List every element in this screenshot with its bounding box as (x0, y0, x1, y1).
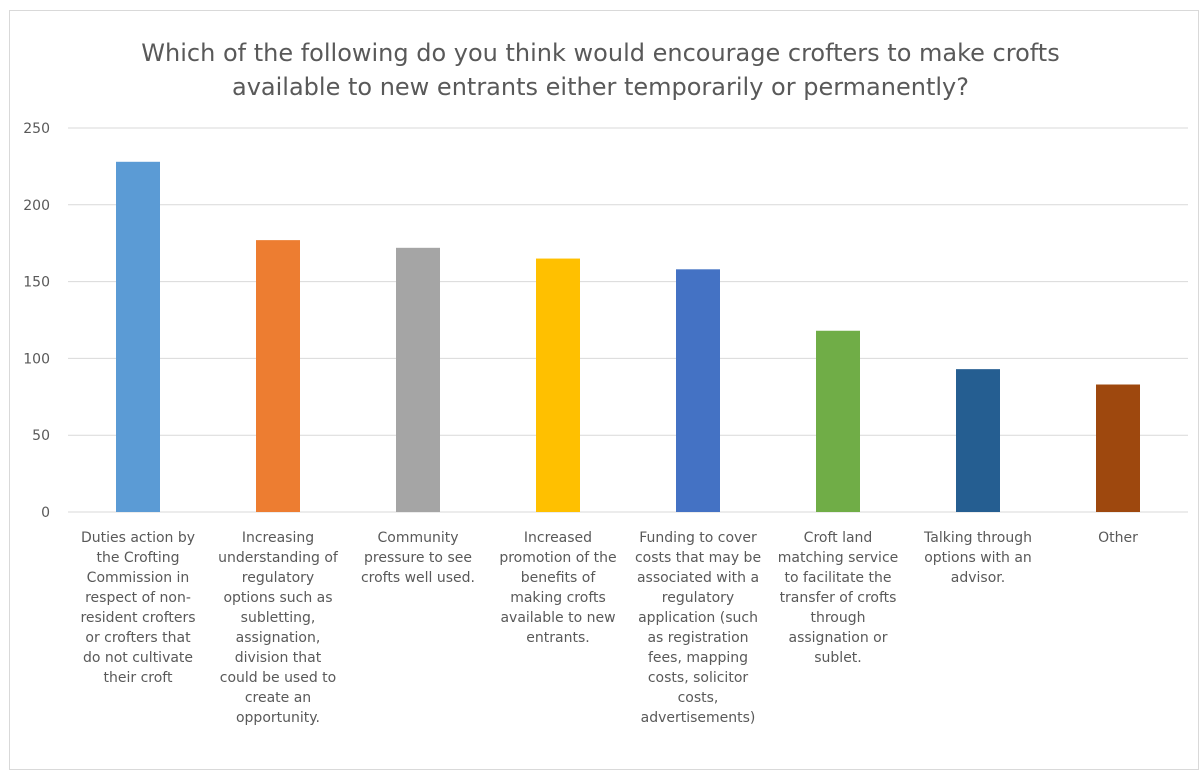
bar (396, 247, 440, 513)
y-tick-label: 250 (23, 121, 50, 137)
x-category-label: Talking through options with an advisor. (923, 530, 1032, 586)
bar (256, 240, 300, 513)
y-tick-label: 200 (23, 198, 50, 214)
x-category-label: Funding to cover costs that may be associa… (635, 530, 761, 726)
x-category-label: Croft land matching service to facilitate … (778, 530, 899, 666)
x-category-label: Increasing understanding of regulatory opti… (218, 530, 339, 726)
x-category-label: Other (1098, 530, 1138, 546)
bar (676, 269, 720, 512)
y-tick-label: 100 (23, 351, 50, 367)
y-tick-label: 50 (32, 428, 50, 444)
bar (116, 161, 160, 513)
bar (956, 369, 1000, 512)
bar (1096, 384, 1140, 512)
y-tick-label: 0 (41, 505, 50, 521)
x-category-label: Community pressure to see crofts well used… (361, 530, 475, 586)
x-category-label: Increased promotion of the benefits of maki… (499, 530, 616, 646)
y-tick-label: 150 (23, 275, 50, 291)
bar (816, 330, 860, 512)
chart-frame (9, 10, 1199, 770)
x-category-label: Duties action by the Crofting Commission i… (80, 530, 195, 686)
chart-title: Which of the following do you think woul… (141, 39, 1060, 101)
bar (536, 258, 580, 512)
